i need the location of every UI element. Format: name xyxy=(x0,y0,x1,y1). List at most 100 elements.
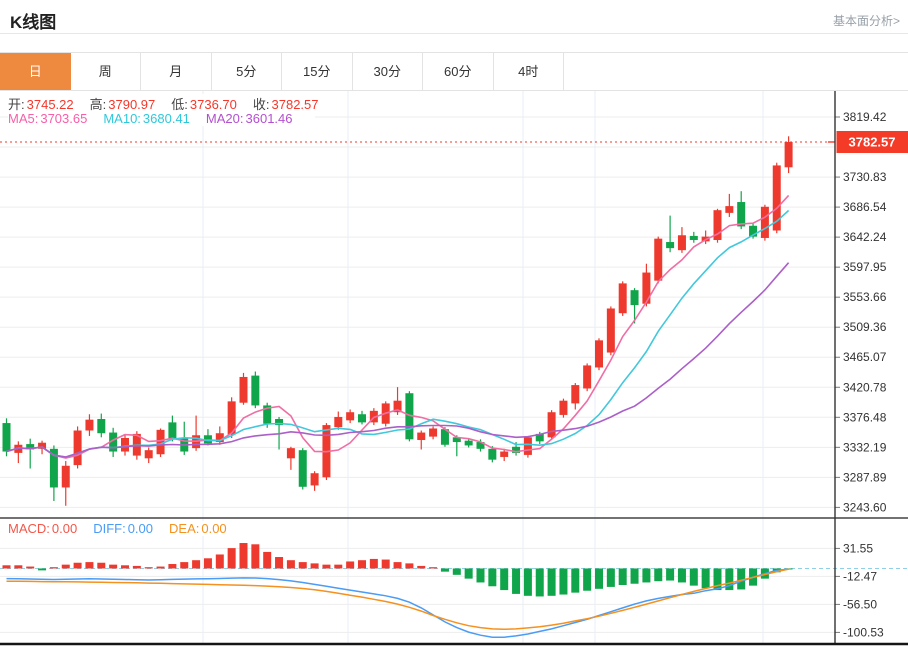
macd-bar xyxy=(737,568,746,590)
macd-bar xyxy=(286,560,295,569)
macd-bar xyxy=(61,564,70,569)
candle-body xyxy=(595,340,603,368)
macd-bar xyxy=(618,568,627,586)
macd-bar xyxy=(14,565,23,569)
macd-bar xyxy=(630,568,639,584)
macd-bar xyxy=(654,568,663,582)
candle-body xyxy=(239,376,248,403)
tab-day[interactable]: 日 xyxy=(0,53,71,90)
candle-body xyxy=(310,473,319,486)
macd-bar xyxy=(488,568,497,587)
candle-body xyxy=(559,400,568,415)
candle-body xyxy=(393,400,402,413)
price-tick-label: 3376.48 xyxy=(843,410,887,424)
candle-body xyxy=(263,405,272,424)
price-tick-label: 3597.95 xyxy=(843,260,887,274)
price-tick-label: 3819.42 xyxy=(843,110,887,124)
fundamental-analysis-link[interactable]: 基本面分析> xyxy=(832,14,900,28)
candle-body xyxy=(251,375,260,406)
macd-bar xyxy=(2,565,11,569)
price-tick-label: 3509.36 xyxy=(843,320,887,334)
macd-bar xyxy=(239,543,248,569)
price-tick-label: 3243.60 xyxy=(843,500,887,514)
candle-body xyxy=(109,432,118,452)
macd-bar xyxy=(512,568,521,594)
macd-bar xyxy=(440,568,449,572)
candle-body xyxy=(512,446,521,453)
current-price-badge-label: 3782.57 xyxy=(849,134,896,149)
macd-bar xyxy=(405,563,414,569)
macd-bar xyxy=(192,560,201,569)
macd-bar xyxy=(38,568,47,571)
macd-bar xyxy=(132,565,141,569)
macd-bar xyxy=(677,568,686,583)
candle-body xyxy=(630,290,639,306)
tab-month[interactable]: 月 xyxy=(141,53,212,90)
candle-body xyxy=(535,433,544,442)
macd-bar xyxy=(571,568,580,593)
ma5-line xyxy=(6,194,790,459)
candle-body xyxy=(38,442,47,449)
tab-5min[interactable]: 5分 xyxy=(211,53,282,90)
tab-60min[interactable]: 60分 xyxy=(423,53,494,90)
macd-bar xyxy=(180,562,189,569)
macd-bar xyxy=(227,548,236,569)
ma-info: MA5: 3703.65 MA10: 3680.41 MA20: 3601.46 xyxy=(8,111,315,126)
tab-30min[interactable]: 30分 xyxy=(352,53,423,90)
candle-body xyxy=(618,283,627,314)
macd-bar xyxy=(393,562,402,569)
candle-body xyxy=(547,412,556,438)
macd-bar xyxy=(251,544,260,569)
tab-15min[interactable]: 15分 xyxy=(282,53,353,90)
candle-body xyxy=(168,422,177,440)
price-tick-label: 3465.07 xyxy=(843,350,887,364)
macd-item: MACD: 0.00 xyxy=(8,521,78,536)
macd-bar xyxy=(784,568,793,570)
ma-item: MA20: 3601.46 xyxy=(205,111,293,126)
candle-body xyxy=(346,412,355,421)
macd-bar xyxy=(606,568,615,587)
ohlc-item: 收: 3782.57 xyxy=(252,97,319,112)
price-tick-label: 3686.54 xyxy=(843,200,887,214)
price-tick-label: 3332.19 xyxy=(843,440,887,454)
candle-body xyxy=(689,235,698,241)
price-tick-label: 3642.24 xyxy=(843,230,887,244)
tab-week[interactable]: 周 xyxy=(70,53,141,90)
candle-body xyxy=(286,448,295,459)
candle-body xyxy=(571,385,580,404)
tab-4hour[interactable]: 4时 xyxy=(493,53,564,90)
candle-body xyxy=(749,225,758,237)
candle-body xyxy=(476,442,485,449)
macd-bar xyxy=(73,562,82,569)
price-tick-label: 3420.78 xyxy=(843,380,887,394)
macd-bar xyxy=(203,558,212,569)
candle-body xyxy=(144,450,153,459)
macd-item: DEA: 0.00 xyxy=(169,521,227,536)
candle-body xyxy=(500,451,509,457)
candle-body xyxy=(369,410,378,423)
dea-line xyxy=(6,568,789,630)
macd-bar xyxy=(559,568,568,595)
macd-bar xyxy=(535,568,544,597)
price-tick-label: 3287.89 xyxy=(843,470,887,484)
macd-bar xyxy=(310,563,319,569)
diff-line xyxy=(6,568,789,638)
macd-bar xyxy=(417,565,426,569)
macd-bar xyxy=(595,568,603,589)
candle-body xyxy=(464,440,473,446)
candle-body xyxy=(121,437,129,452)
candle-body xyxy=(737,202,746,227)
candle-body xyxy=(760,206,769,238)
macd-item: DIFF: 0.00 xyxy=(93,521,154,536)
candle-body xyxy=(85,419,94,431)
ma-item: MA5: 3703.65 xyxy=(8,111,88,126)
ohlc-item: 低: 3736.70 xyxy=(171,97,237,112)
macd-bar xyxy=(322,564,331,569)
candle-body xyxy=(583,365,592,389)
candle-body xyxy=(642,272,651,304)
macd-bar xyxy=(725,568,734,591)
macd-bar xyxy=(263,551,272,569)
macd-tick-label: -12.47 xyxy=(843,569,877,583)
